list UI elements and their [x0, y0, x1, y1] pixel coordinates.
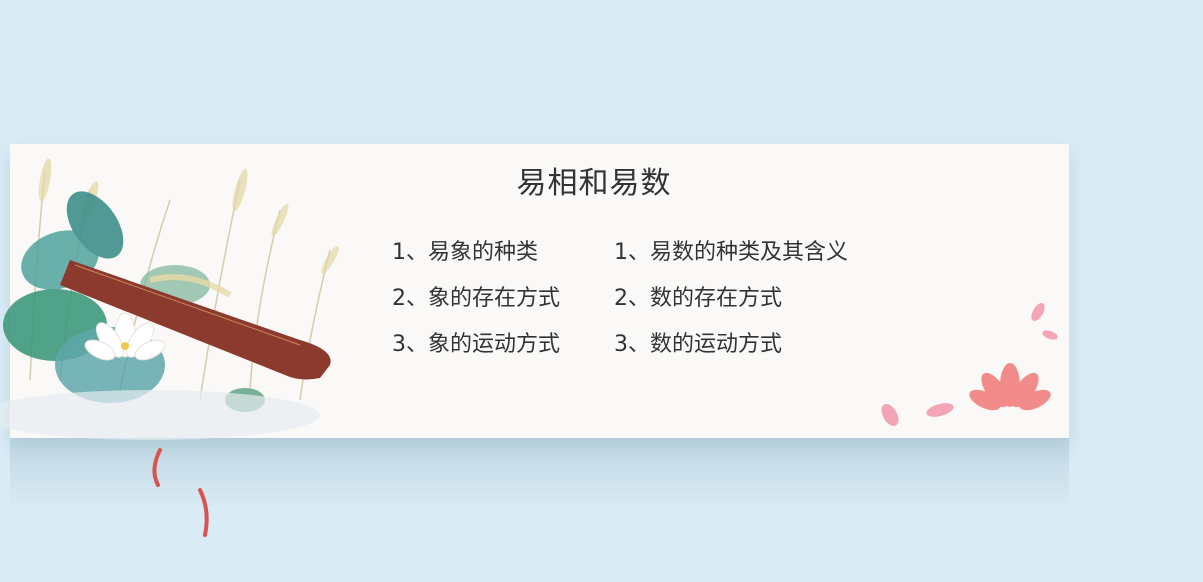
page-title: 易相和易数: [516, 166, 672, 201]
banner-shadow: [10, 438, 1069, 508]
guqin-lotus-painting-icon: [0, 158, 339, 537]
number-topic-list: 1、易数的种类及其含义 2、数的存在方式 3、数的运动方式: [614, 236, 848, 374]
list-item: 3、象的运动方式: [392, 332, 560, 357]
list-item: 1、易象的种类: [392, 240, 538, 265]
image-topic-list: 1、易象的种类 2、象的存在方式 3、象的运动方式: [392, 236, 560, 374]
pink-lotus-icon: [881, 302, 1058, 426]
list-item: 2、象的存在方式: [392, 286, 560, 311]
list-item: 1、易数的种类及其含义: [614, 240, 848, 265]
list-item: 3、数的运动方式: [614, 332, 782, 357]
list-item: 2、数的存在方式: [614, 286, 782, 311]
